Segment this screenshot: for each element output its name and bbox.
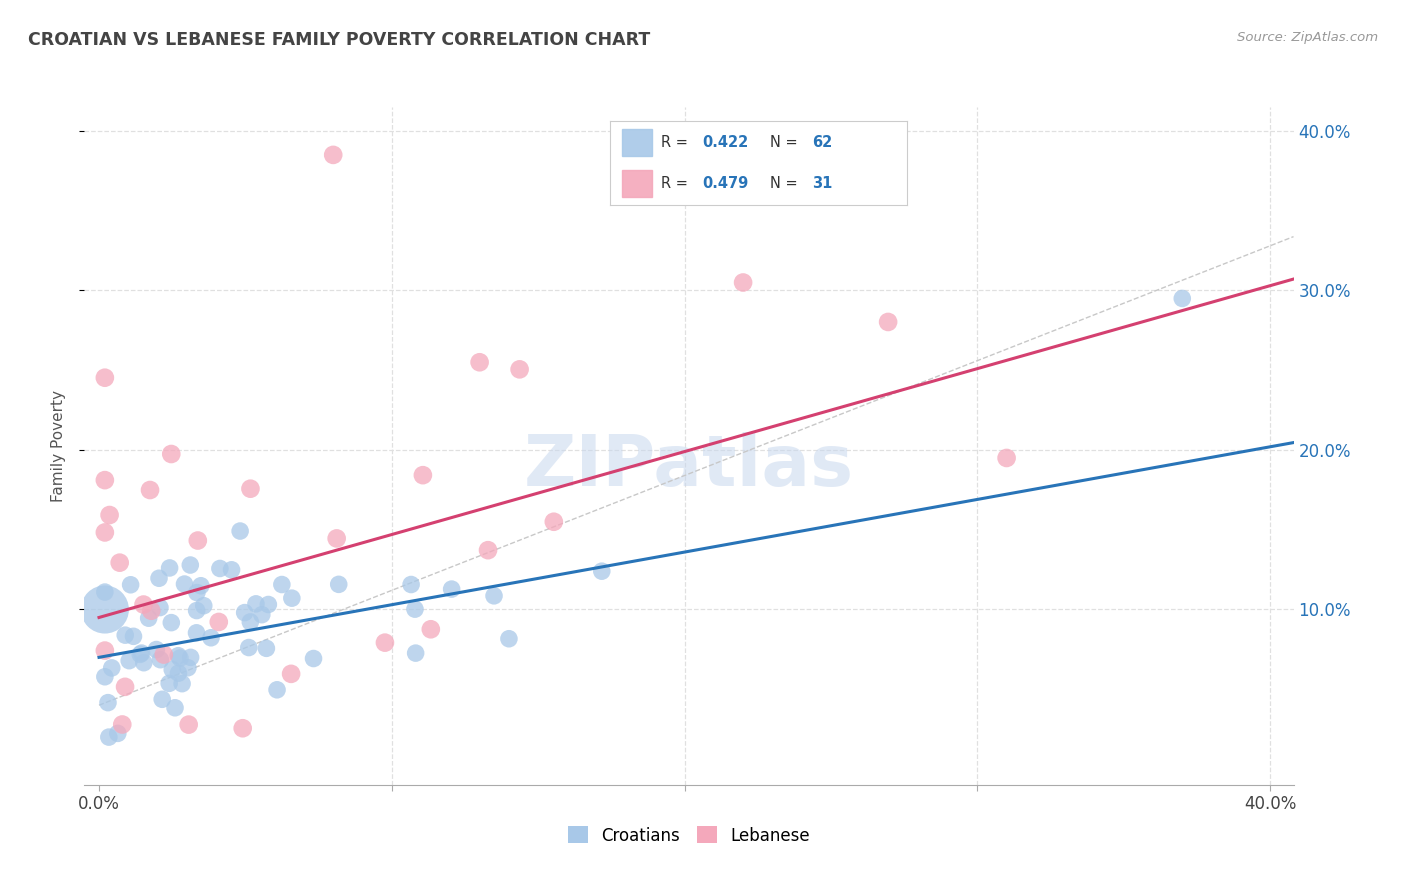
- Point: [591, 564, 613, 578]
- Point: [149, 653, 172, 667]
- Point: [153, 648, 176, 662]
- Point: [177, 661, 200, 675]
- Point: [94, 473, 117, 487]
- Point: [157, 676, 180, 690]
- Point: [270, 577, 292, 591]
- Point: [132, 598, 155, 612]
- Point: [94, 585, 117, 599]
- Point: [114, 628, 136, 642]
- Point: [97, 730, 120, 744]
- Point: [404, 602, 426, 616]
- Point: [250, 607, 273, 622]
- Point: [167, 648, 190, 663]
- Point: [94, 525, 117, 540]
- Point: [172, 676, 194, 690]
- Text: CROATIAN VS LEBANESE FAMILY POVERTY CORRELATION CHART: CROATIAN VS LEBANESE FAMILY POVERTY CORR…: [28, 31, 651, 49]
- Point: [1171, 292, 1194, 306]
- Point: [877, 315, 900, 329]
- Point: [169, 651, 191, 665]
- Point: [150, 692, 173, 706]
- Point: [405, 646, 427, 660]
- Point: [280, 666, 302, 681]
- Point: [141, 604, 163, 618]
- Point: [229, 524, 252, 538]
- Point: [132, 656, 155, 670]
- Point: [107, 726, 129, 740]
- Point: [200, 631, 222, 645]
- Point: [186, 603, 208, 617]
- Point: [94, 602, 117, 616]
- Point: [139, 483, 162, 497]
- Point: [440, 582, 463, 596]
- Point: [482, 589, 505, 603]
- Point: [238, 640, 260, 655]
- Point: [111, 717, 134, 731]
- Point: [190, 579, 212, 593]
- Point: [108, 556, 131, 570]
- Point: [98, 508, 121, 522]
- Point: [254, 641, 277, 656]
- Point: [221, 563, 243, 577]
- Point: [257, 598, 280, 612]
- Point: [509, 362, 531, 376]
- Point: [179, 558, 201, 572]
- Point: [180, 650, 202, 665]
- Point: [477, 543, 499, 558]
- Point: [498, 632, 520, 646]
- Point: [399, 577, 422, 591]
- Point: [160, 615, 183, 630]
- Point: [97, 696, 120, 710]
- Point: [233, 606, 256, 620]
- Point: [325, 532, 347, 546]
- Point: [374, 635, 396, 649]
- Point: [159, 561, 181, 575]
- Point: [122, 629, 145, 643]
- Point: [129, 648, 152, 662]
- Text: ZIPatlas: ZIPatlas: [524, 432, 853, 500]
- Point: [193, 599, 215, 613]
- Point: [186, 585, 208, 599]
- Point: [281, 591, 304, 606]
- Point: [239, 482, 262, 496]
- Point: [118, 654, 141, 668]
- Point: [239, 615, 262, 629]
- Point: [208, 561, 231, 575]
- Point: [468, 355, 491, 369]
- Point: [543, 515, 565, 529]
- Point: [131, 646, 153, 660]
- Point: [120, 578, 142, 592]
- Point: [328, 577, 350, 591]
- Point: [162, 663, 184, 677]
- Point: [419, 622, 441, 636]
- Point: [114, 680, 136, 694]
- Point: [138, 611, 160, 625]
- Point: [412, 468, 434, 483]
- Point: [733, 276, 755, 290]
- Point: [160, 447, 183, 461]
- Y-axis label: Family Poverty: Family Poverty: [51, 390, 66, 502]
- Point: [145, 642, 167, 657]
- Point: [94, 643, 117, 657]
- Point: [186, 625, 208, 640]
- Point: [322, 148, 344, 162]
- Point: [208, 615, 231, 629]
- Legend: Croatians, Lebanese: Croatians, Lebanese: [561, 820, 817, 851]
- Point: [187, 533, 209, 548]
- Point: [173, 577, 195, 591]
- Point: [302, 651, 325, 665]
- Point: [266, 682, 288, 697]
- Point: [163, 700, 186, 714]
- Text: Source: ZipAtlas.com: Source: ZipAtlas.com: [1237, 31, 1378, 45]
- Point: [100, 661, 122, 675]
- Point: [177, 717, 200, 731]
- Point: [167, 666, 190, 681]
- Point: [94, 670, 117, 684]
- Point: [94, 370, 117, 384]
- Point: [232, 721, 254, 735]
- Point: [995, 450, 1018, 465]
- Point: [148, 571, 170, 585]
- Point: [149, 600, 172, 615]
- Point: [245, 597, 267, 611]
